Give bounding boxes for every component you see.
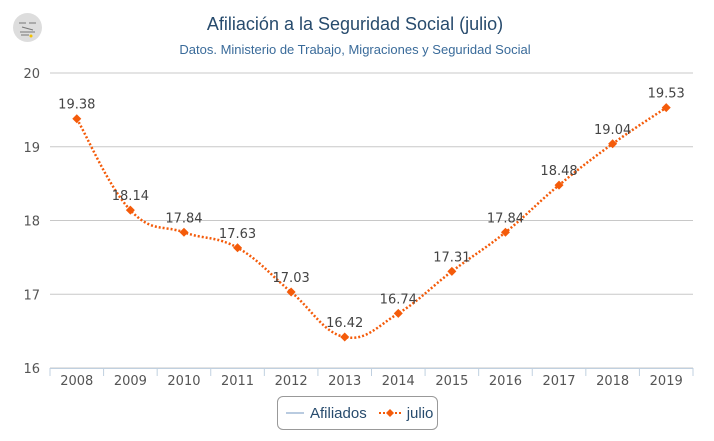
- data-point: [554, 180, 564, 190]
- data-label: 17.03: [273, 271, 310, 286]
- logo: [13, 13, 42, 42]
- y-tick-label: 20: [23, 67, 40, 82]
- data-label: 19.38: [58, 98, 95, 113]
- data-point: [661, 103, 671, 113]
- legend-label: julio: [406, 404, 434, 422]
- data-point: [393, 308, 403, 318]
- data-label: 18.14: [112, 189, 149, 204]
- x-tick-label: 2019: [650, 374, 683, 389]
- data-point: [179, 227, 189, 237]
- data-point: [500, 227, 510, 237]
- data-label: 16.74: [380, 292, 417, 307]
- legend-label: Afiliados: [310, 404, 367, 422]
- data-label: 18.48: [540, 164, 577, 179]
- x-tick-label: 2013: [328, 374, 361, 389]
- data-label: 17.63: [219, 227, 256, 242]
- x-tick-label: 2018: [596, 374, 629, 389]
- data-label: 16.42: [326, 316, 363, 331]
- data-point: [340, 332, 350, 342]
- data-point: [233, 243, 243, 253]
- data-label: 17.84: [165, 211, 202, 226]
- y-tick-label: 17: [23, 288, 40, 303]
- series-line-julio: [75, 106, 667, 340]
- data-point: [608, 139, 618, 149]
- legend-diamond-marker-icon: [378, 409, 401, 417]
- chart-subtitle: Datos. Ministerio de Trabajo, Migracione…: [179, 42, 531, 57]
- data-point: [447, 266, 457, 276]
- y-tick-label: 19: [23, 141, 40, 156]
- y-tick-label: 16: [23, 362, 40, 377]
- legend-item-julio[interactable]: julio: [378, 404, 434, 422]
- data-label: 17.84: [487, 211, 524, 226]
- x-tick-label: 2010: [167, 374, 200, 389]
- legend-line-icon: [286, 412, 304, 414]
- data-label: 19.53: [648, 87, 685, 102]
- data-label: 19.04: [594, 123, 631, 138]
- legend: Afiliados julio: [277, 396, 438, 430]
- data-point: [72, 114, 82, 124]
- x-tick-label: 2015: [435, 374, 468, 389]
- x-tick-label: 2009: [114, 374, 147, 389]
- x-tick-label: 2017: [542, 374, 575, 389]
- data-point: [286, 287, 296, 297]
- legend-item-afiliados[interactable]: Afiliados: [286, 405, 367, 422]
- x-tick-label: 2008: [60, 374, 93, 389]
- x-tick-label: 2014: [382, 374, 415, 389]
- x-tick-label: 2011: [221, 374, 254, 389]
- y-tick-label: 18: [23, 215, 40, 230]
- logo-emblem-icon: [19, 22, 36, 38]
- data-label: 17.31: [433, 250, 470, 265]
- data-point: [125, 205, 135, 215]
- x-tick-label: 2012: [275, 374, 308, 389]
- x-tick-label: 2016: [489, 374, 522, 389]
- chart-title: Afiliación a la Seguridad Social (julio): [206, 14, 504, 34]
